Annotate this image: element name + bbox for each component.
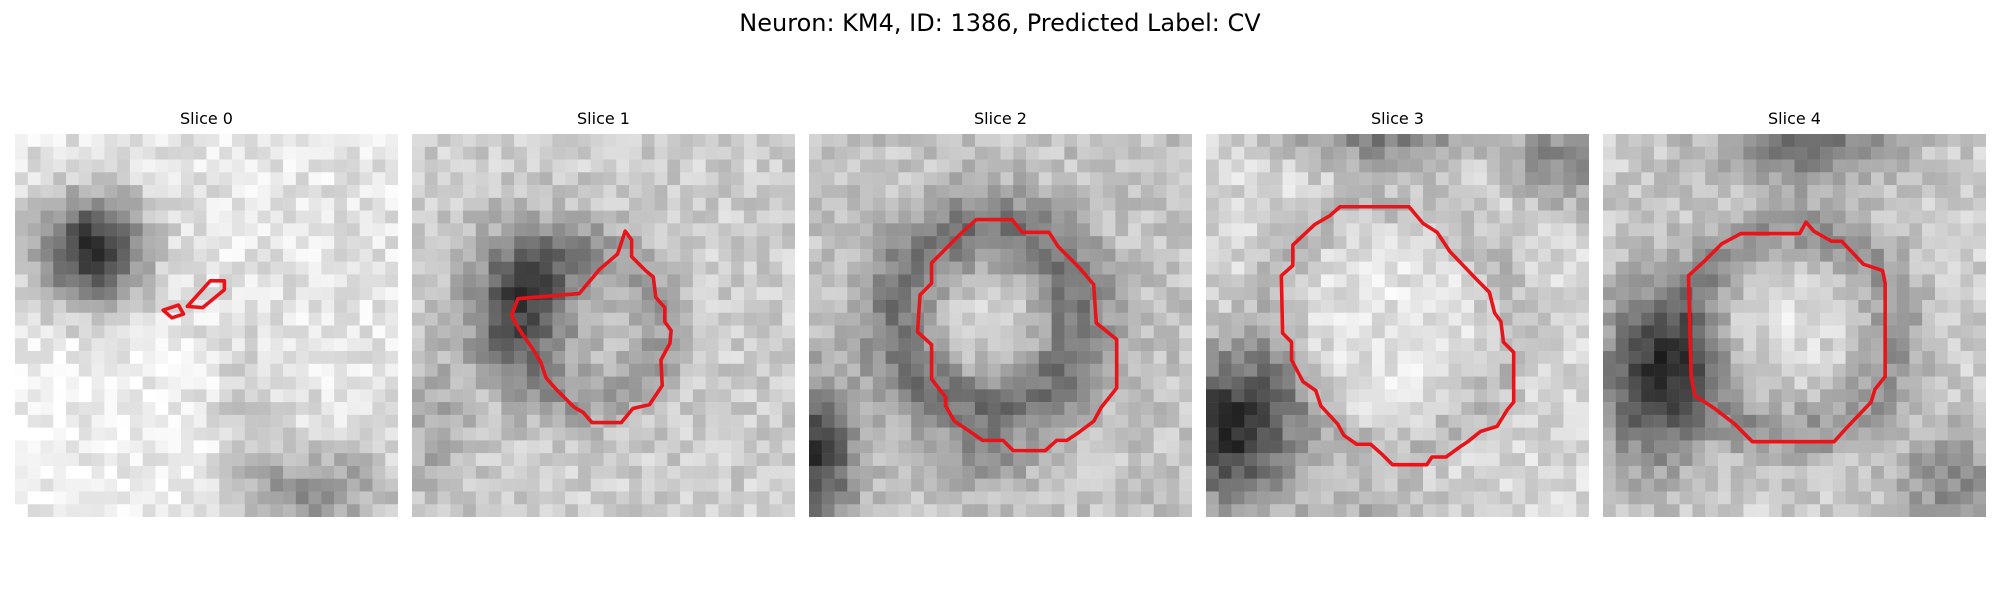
slice-image	[809, 134, 1192, 517]
slice-image-svg	[412, 134, 795, 517]
red-contour	[161, 279, 227, 320]
slice-title: Slice 1	[577, 109, 630, 128]
slice-image	[15, 134, 398, 517]
grayscale-pixels	[412, 134, 795, 517]
slice-panel-3: Slice 3	[1206, 108, 1589, 518]
slice-title: Slice 0	[180, 109, 233, 128]
slice-panel-1: Slice 1	[412, 108, 795, 518]
slice-panel-2: Slice 2	[809, 108, 1192, 518]
grayscale-pixels	[15, 134, 398, 517]
slice-image	[1206, 134, 1589, 517]
red-contour	[509, 229, 673, 425]
grayscale-pixels	[809, 134, 1192, 517]
grayscale-pixels	[1603, 134, 1986, 517]
slice-image-svg	[809, 134, 1192, 517]
slice-image-svg	[1206, 134, 1589, 517]
slice-image	[1603, 134, 1986, 517]
slice-title: Slice 3	[1371, 109, 1424, 128]
slice-image-svg	[15, 134, 398, 517]
slice-image	[412, 134, 795, 517]
slice-title: Slice 2	[974, 109, 1027, 128]
grayscale-pixels	[1206, 134, 1589, 517]
figure-title: Neuron: KM4, ID: 1386, Predicted Label: …	[739, 9, 1261, 37]
slice-title: Slice 4	[1768, 109, 1821, 128]
slice-image-svg	[1603, 134, 1986, 517]
red-contour	[1686, 220, 1887, 444]
slice-panel-4: Slice 4	[1603, 108, 1986, 518]
red-contour	[1279, 204, 1516, 467]
slice-panel-0: Slice 0	[15, 108, 398, 518]
red-contour	[915, 217, 1119, 453]
